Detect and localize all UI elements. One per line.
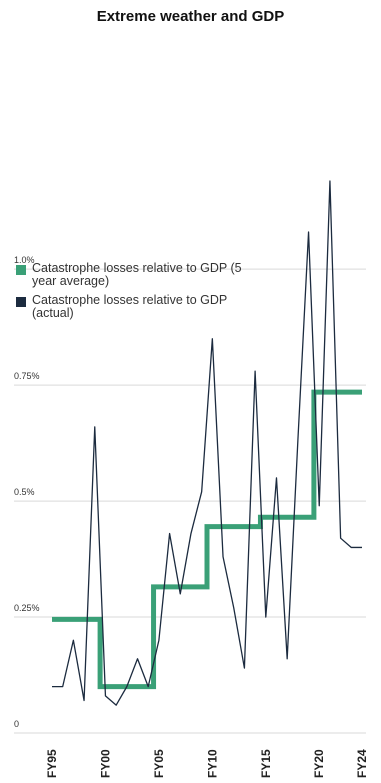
- series-lines: [52, 180, 362, 706]
- y-tick-label: 0: [14, 719, 19, 729]
- x-tick-label: FY15: [259, 749, 273, 778]
- legend-item-actual: Catastrophe losses relative to GDP (actu…: [16, 294, 246, 320]
- chart-title: Extreme weather and GDP: [96, 8, 285, 25]
- x-tick-label: FY20: [312, 749, 326, 778]
- series-line-average: [52, 389, 362, 690]
- legend-swatch-actual: [16, 297, 26, 307]
- x-tick-label: FY00: [98, 749, 112, 778]
- series-line-actual: [52, 180, 362, 706]
- x-tick-label: FY10: [205, 749, 219, 778]
- x-tick-label: FY05: [152, 749, 166, 778]
- legend-swatch-average: [16, 265, 26, 275]
- gridlines: [14, 268, 366, 734]
- legend: Catastrophe losses relative to GDP (5 ye…: [16, 262, 246, 326]
- y-tick-label: 0.75%: [14, 371, 40, 381]
- x-tick-label: FY24: [355, 749, 369, 778]
- legend-item-average: Catastrophe losses relative to GDP (5 ye…: [16, 262, 246, 288]
- y-tick-label: 0.5%: [14, 487, 35, 497]
- y-tick-label: 1.0%: [14, 255, 35, 265]
- y-tick-label: 0.25%: [14, 603, 40, 613]
- y-axis-ticks: 0 0.25% 0.5% 0.75% 1.0%: [14, 255, 40, 729]
- legend-label-average: Catastrophe losses relative to GDP (5 ye…: [32, 261, 242, 288]
- legend-label-actual: Catastrophe losses relative to GDP (actu…: [32, 293, 228, 320]
- x-axis-ticks: FY95 FY00 FY05 FY10 FY15 FY20 FY24: [45, 749, 369, 778]
- x-tick-label: FY95: [45, 749, 59, 778]
